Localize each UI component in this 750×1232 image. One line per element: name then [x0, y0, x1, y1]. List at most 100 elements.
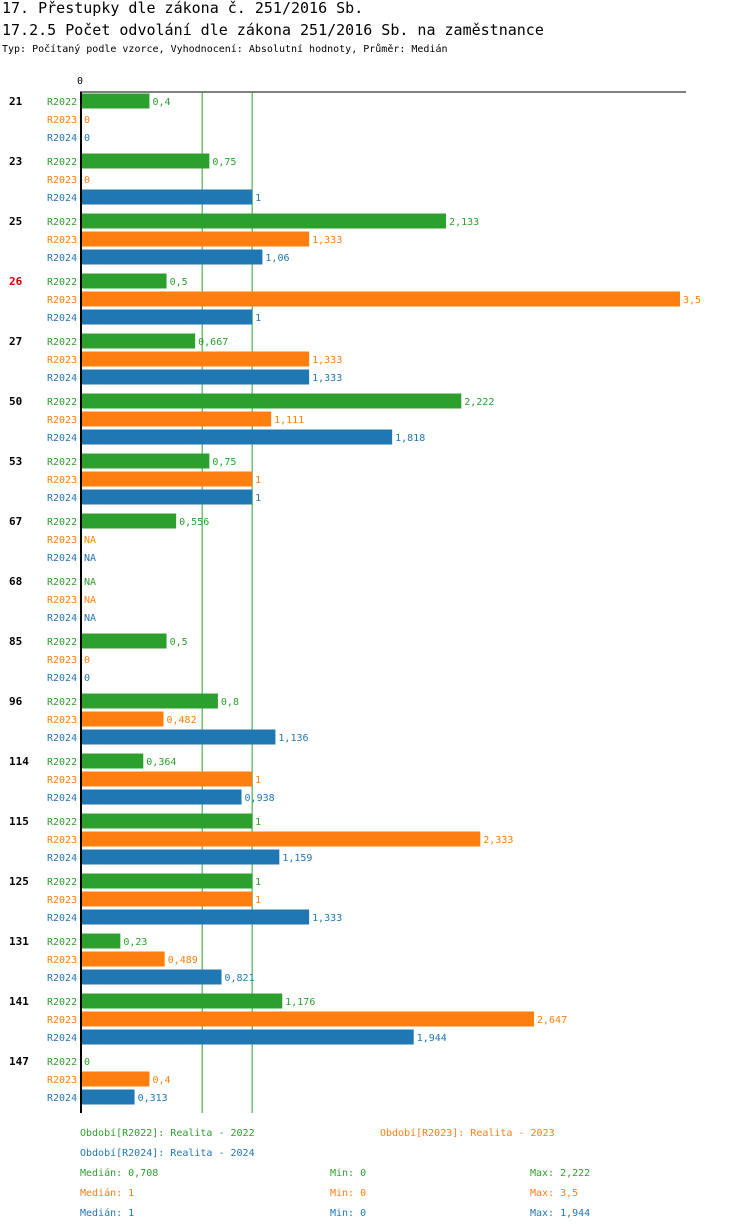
series-label-67-R2022: R2022	[47, 517, 77, 528]
data-label-114-R2022: 0,364	[146, 757, 176, 768]
data-label-125-R2022: 1	[255, 877, 261, 888]
data-label-21-R2023: 0	[84, 115, 90, 126]
bar-67-R2022	[81, 513, 177, 529]
data-label-67-R2024: NA	[84, 553, 96, 564]
series-label-26-R2022: R2022	[47, 277, 77, 288]
series-label-25-R2024: R2024	[47, 253, 77, 264]
series-label-114-R2023: R2023	[47, 775, 77, 786]
series-label-23-R2023: R2023	[47, 175, 77, 186]
category-label-27: 27	[9, 335, 22, 348]
data-label-114-R2023: 1	[255, 775, 261, 786]
data-label-96-R2023: 0,482	[166, 715, 196, 726]
data-label-26-R2024: 1	[255, 313, 261, 324]
data-label-96-R2022: 0,8	[221, 697, 239, 708]
data-label-23-R2024: 1	[255, 193, 261, 204]
series-label-131-R2022: R2022	[47, 937, 77, 948]
series-label-131-R2024: R2024	[47, 973, 77, 984]
stats-median-r2024: Medián: 1	[80, 1208, 135, 1219]
bar-125-R2022	[81, 873, 253, 889]
data-label-53-R2023: 1	[255, 475, 261, 486]
stats-min-r2022: Min: 0	[330, 1168, 367, 1179]
chart-subtitle: 17.2.5 Počet odvolání dle zákona 251/201…	[2, 21, 544, 39]
data-label-21-R2024: 0	[84, 133, 90, 144]
bar-26-R2024	[81, 309, 253, 325]
data-label-25-R2023: 1,333	[312, 235, 342, 246]
bar-27-R2022	[81, 333, 196, 349]
bar-125-R2024	[81, 909, 310, 925]
category-label-114: 114	[9, 755, 29, 768]
bar-27-R2023	[81, 351, 310, 367]
bar-50-R2022	[81, 393, 462, 409]
bar-23-R2024	[81, 189, 253, 205]
bar-23-R2022	[81, 153, 210, 169]
stats-min-r2024: Min: 0	[330, 1208, 367, 1219]
series-label-27-R2024: R2024	[47, 373, 77, 384]
data-label-26-R2023: 3,5	[683, 295, 701, 306]
data-label-115-R2023: 2,333	[483, 835, 513, 846]
series-label-26-R2023: R2023	[47, 295, 77, 306]
series-label-85-R2023: R2023	[47, 655, 77, 666]
bar-115-R2024	[81, 849, 280, 865]
bar-114-R2024	[81, 789, 242, 805]
category-label-115: 115	[9, 815, 29, 828]
stats-median-r2022: Medián: 0,708	[80, 1168, 159, 1179]
series-label-115-R2024: R2024	[47, 853, 77, 864]
series-label-147-R2022: R2022	[47, 1057, 77, 1068]
category-label-26: 26	[9, 275, 23, 288]
bar-131-R2024	[81, 969, 222, 985]
stats-median-r2023: Medián: 1	[80, 1188, 135, 1199]
series-label-96-R2024: R2024	[47, 733, 77, 744]
data-label-68-R2022: NA	[84, 577, 96, 588]
bar-25-R2023	[81, 231, 310, 247]
series-label-53-R2022: R2022	[47, 457, 77, 468]
series-label-114-R2024: R2024	[47, 793, 77, 804]
series-label-25-R2022: R2022	[47, 217, 77, 228]
series-label-114-R2022: R2022	[47, 757, 77, 768]
data-label-131-R2022: 0,23	[123, 937, 147, 948]
series-label-25-R2023: R2023	[47, 235, 77, 246]
data-label-23-R2022: 0,75	[212, 157, 236, 168]
data-label-27-R2023: 1,333	[312, 355, 342, 366]
series-label-85-R2024: R2024	[47, 673, 77, 684]
data-label-125-R2023: 1	[255, 895, 261, 906]
data-label-125-R2024: 1,333	[312, 913, 342, 924]
bar-26-R2022	[81, 273, 167, 289]
series-label-23-R2022: R2022	[47, 157, 77, 168]
series-label-50-R2024: R2024	[47, 433, 77, 444]
series-label-21-R2023: R2023	[47, 115, 77, 126]
data-label-25-R2024: 1,06	[265, 253, 289, 264]
data-label-27-R2024: 1,333	[312, 373, 342, 384]
category-label-25: 25	[9, 215, 22, 228]
page-title: 17. Přestupky dle zákona č. 251/2016 Sb.	[2, 0, 364, 17]
category-label-23: 23	[9, 155, 22, 168]
bar-50-R2024	[81, 429, 393, 445]
series-label-141-R2022: R2022	[47, 997, 77, 1008]
series-label-147-R2024: R2024	[47, 1093, 77, 1104]
legend-r2024: Období[R2024]: Realita - 2024	[80, 1148, 255, 1159]
series-label-125-R2022: R2022	[47, 877, 77, 888]
bar-114-R2022	[81, 753, 144, 769]
bar-26-R2023	[81, 291, 680, 307]
data-label-85-R2023: 0	[84, 655, 90, 666]
data-label-21-R2022: 0,4	[152, 97, 170, 108]
bar-141-R2024	[81, 1029, 414, 1045]
series-label-141-R2023: R2023	[47, 1015, 77, 1026]
series-label-21-R2024: R2024	[47, 133, 77, 144]
bar-131-R2023	[81, 951, 165, 967]
category-label-131: 131	[9, 935, 29, 948]
bar-147-R2024	[81, 1089, 135, 1105]
data-label-147-R2024: 0,313	[138, 1093, 168, 1104]
bar-85-R2022	[81, 633, 167, 649]
series-label-68-R2023: R2023	[47, 595, 77, 606]
bar-21-R2022	[81, 93, 150, 109]
series-label-147-R2023: R2023	[47, 1075, 77, 1086]
stats-max-r2022: Max: 2,222	[530, 1168, 591, 1179]
data-label-23-R2023: 0	[84, 175, 90, 186]
data-label-68-R2023: NA	[84, 595, 96, 606]
bar-96-R2023	[81, 711, 164, 727]
bar-96-R2022	[81, 693, 218, 709]
series-label-68-R2022: R2022	[47, 577, 77, 588]
data-label-26-R2022: 0,5	[170, 277, 188, 288]
series-label-50-R2023: R2023	[47, 415, 77, 426]
